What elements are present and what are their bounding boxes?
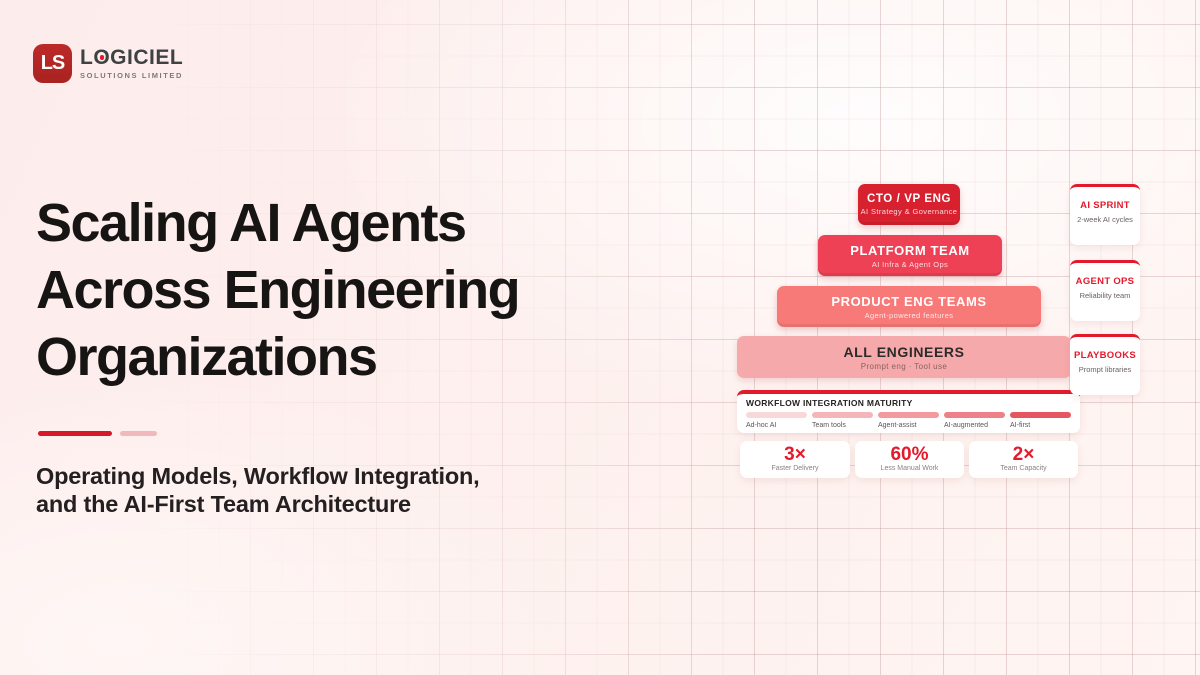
pyramid-level-subtitle: Prompt eng · Tool use [860,361,948,371]
stat-card-faster-delivery: 3× Faster Delivery [740,441,850,478]
stat-label: Less Manual Work [880,465,939,472]
maturity-pill-adhoc [746,412,807,418]
pyramid-level-cto: CTO / VP ENG AI Strategy & Governance [858,184,960,225]
maturity-pills [746,412,1071,418]
page-title: Scaling AI Agents Across Engineering Org… [36,190,696,391]
side-card-title: AI SPRINT [1080,200,1130,211]
maturity-stage-label: AI-augmented [944,422,988,429]
side-card-agent-ops: AGENT OPS Reliability team [1070,260,1140,321]
side-card-title: PLAYBOOKS [1073,350,1136,361]
stat-value: 2× [1012,444,1035,465]
hero: Scaling AI Agents Across Engineering Org… [36,190,696,518]
divider-group [38,431,696,436]
pyramid-level-subtitle: AI Infra & Agent Ops [871,259,949,269]
maturity-stage-label: AI-first [1010,422,1031,429]
logo-text: LOGICIEL SOLUTIONS LIMITED [80,44,183,80]
logo: LS LOGICIEL SOLUTIONS LIMITED [33,44,183,83]
title-line-2: Across Engineering [36,260,521,320]
maturity-stage-label: Agent-assist [878,422,917,429]
logo-mark: LS [33,44,72,83]
divider-strong [38,431,112,436]
title-line-3: Organizations [36,327,378,387]
subtitle-line-2: and the AI-First Team Architecture [36,491,411,517]
stat-value: 3× [784,444,806,465]
stat-card-less-manual-work: 60% Less Manual Work [855,441,964,478]
side-card-ai-sprint: AI SPRINT 2-week AI cycles [1070,184,1140,245]
side-card-subtitle: 2-week AI cycles [1077,215,1133,224]
pyramid-level-title: CTO / VP ENG [866,193,952,205]
logo-name: LOGICIEL [80,46,184,69]
pyramid-level-product-eng-teams: PRODUCT ENG TEAMS Agent-powered features [777,286,1041,327]
side-card-playbooks: PLAYBOOKS Prompt libraries [1070,334,1140,395]
stat-value: 60% [890,444,929,465]
pyramid-level-all-engineers: ALL ENGINEERS Prompt eng · Tool use [737,336,1071,378]
maturity-pill-team-tools [812,412,873,418]
pyramid-level-title: ALL ENGINEERS [843,343,965,360]
pyramid-level-platform-team: PLATFORM TEAM AI Infra & Agent Ops [818,235,1002,276]
stat-card-team-capacity: 2× Team Capacity [969,441,1078,478]
maturity-stage-label: Team tools [812,422,846,429]
stat-label: Team Capacity [1000,465,1047,472]
subtitle-line-1: Operating Models, Workflow Integration, [36,463,480,489]
maturity-title: WORKFLOW INTEGRATION MATURITY [746,398,913,408]
side-card-subtitle: Reliability team [1079,291,1131,300]
page-subtitle: Operating Models, Workflow Integration, … [36,462,696,518]
pyramid-level-subtitle: Agent-powered features [864,310,954,320]
maturity-labels: Ad-hoc AI Team tools Agent-assist AI-aug… [746,422,1071,429]
title-line-1: Scaling AI Agents [36,193,467,253]
pyramid-level-subtitle: AI Strategy & Governance [860,207,958,216]
side-card-subtitle: Prompt libraries [1078,365,1132,374]
pyramid-level-title: PRODUCT ENG TEAMS [831,293,987,309]
pyramid-level-title: PLATFORM TEAM [850,242,970,258]
maturity-pill-ai-augmented [944,412,1005,418]
logo-tagline: SOLUTIONS LIMITED [80,71,184,80]
side-card-title: AGENT OPS [1075,276,1135,287]
workflow-maturity-card: WORKFLOW INTEGRATION MATURITY Ad-hoc AI … [737,390,1080,433]
maturity-pill-ai-first [1010,412,1071,418]
divider-soft [120,431,157,436]
logo-o-dot-icon [99,55,104,60]
maturity-stage-label: Ad-hoc AI [746,422,777,429]
stat-label: Faster Delivery [771,465,819,472]
maturity-pill-agent-assist [878,412,939,418]
